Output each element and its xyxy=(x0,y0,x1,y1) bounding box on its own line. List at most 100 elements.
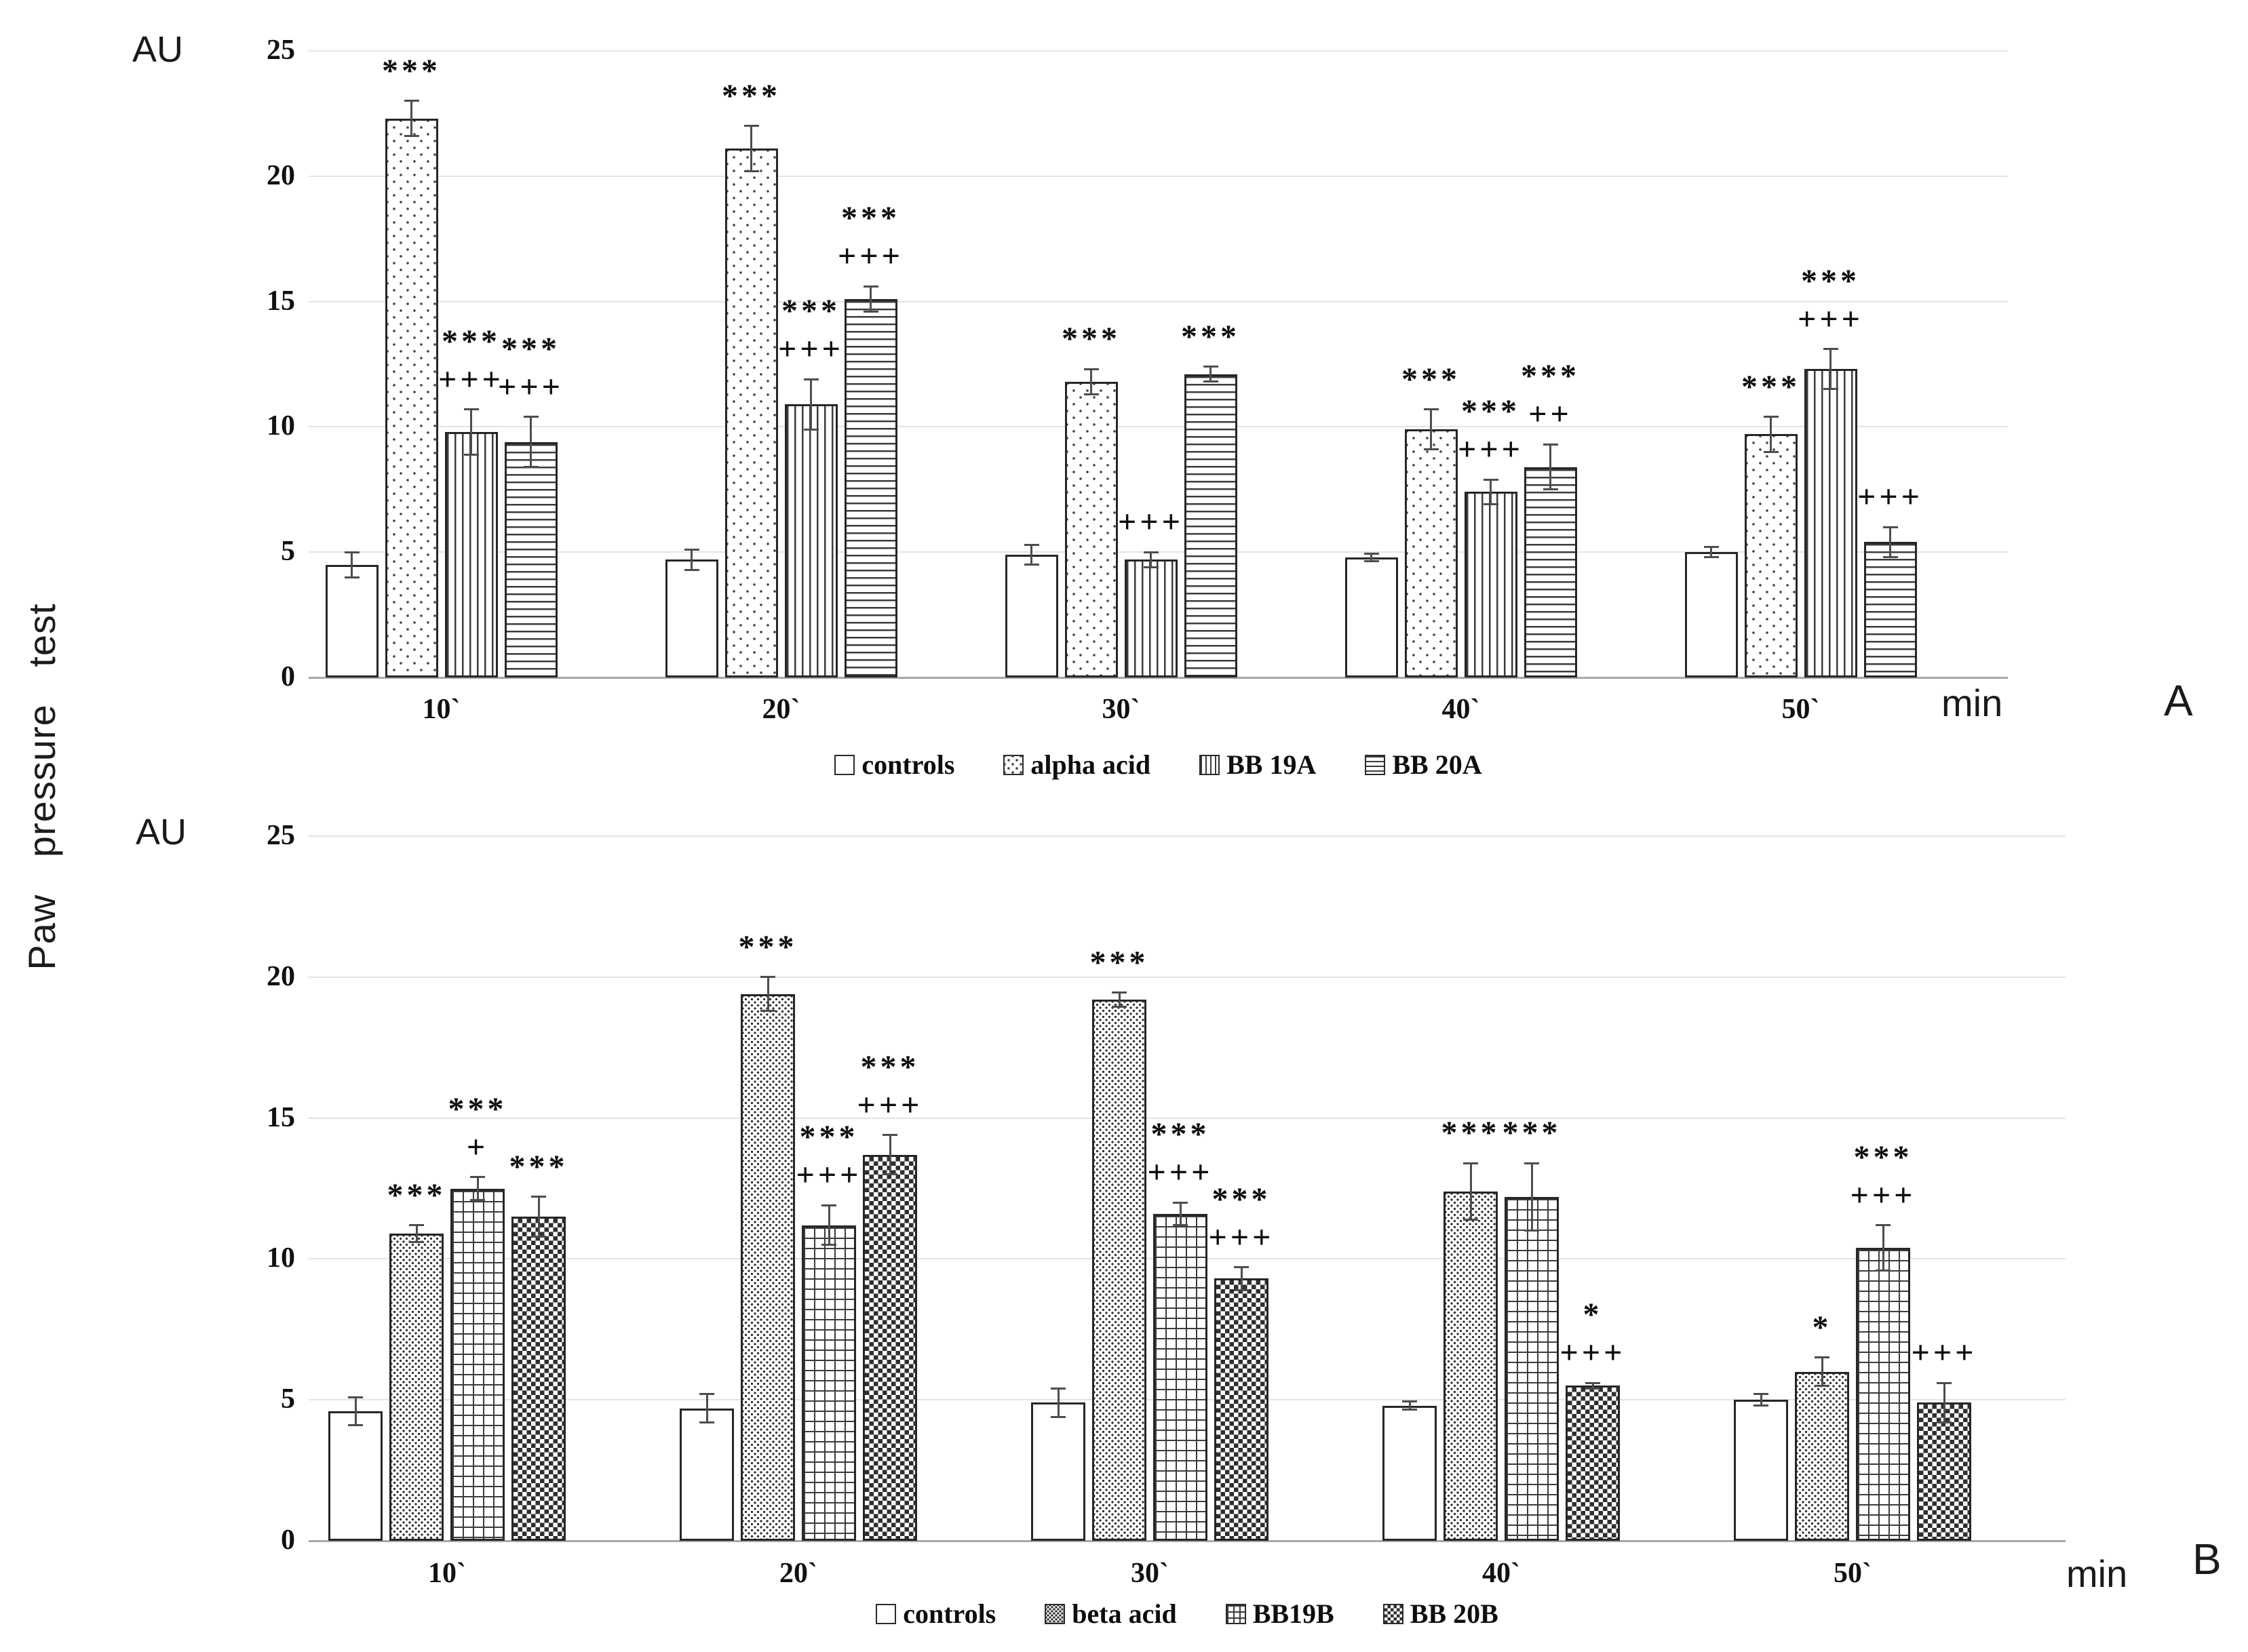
bar-alpha-acid-50 xyxy=(1744,434,1798,677)
significance-annotation-bb-20b-40: * +++ xyxy=(1559,1297,1626,1371)
y-axis-unit-label-a: AU xyxy=(132,29,184,70)
significance-annotation-bb-20a-10: *** +++ xyxy=(497,330,564,405)
error-bar-bb19b-40 xyxy=(1530,1163,1533,1231)
bar-bb-20a-30 xyxy=(1184,374,1237,677)
x-axis-baseline-0au xyxy=(309,1540,2066,1542)
error-bar-alpha-acid-20 xyxy=(750,125,752,172)
legend-label-beta-acid: beta acid xyxy=(1072,1598,1177,1629)
error-bar-controls-20 xyxy=(691,549,693,570)
error-cap-bottom xyxy=(1463,1218,1478,1221)
bar-bb-19a-10 xyxy=(444,431,498,677)
y-tick-label-5: 5 xyxy=(281,536,295,568)
error-cap-bottom xyxy=(1763,450,1779,453)
error-cap-bottom xyxy=(1815,1384,1829,1387)
error-bar-bb-20a-30 xyxy=(1209,366,1212,382)
error-cap-bottom xyxy=(1483,503,1498,506)
x-tick-label-20: 20` xyxy=(762,694,800,725)
legend-swatch-alpha-acid xyxy=(1003,754,1024,775)
error-cap-top xyxy=(1585,1381,1600,1384)
error-cap-top xyxy=(699,1393,714,1396)
y-tick-label-0: 0 xyxy=(281,661,295,692)
significance-annotation-bb19b-50: *** +++ xyxy=(1850,1139,1916,1213)
error-bar-bb-20a-40 xyxy=(1549,444,1551,490)
error-bar-bb19b-10 xyxy=(476,1177,479,1200)
x-tick-label-40: 40` xyxy=(1482,1558,1520,1589)
error-cap-top xyxy=(1463,1162,1478,1164)
error-cap-top xyxy=(1173,1201,1188,1204)
bar-controls-50 xyxy=(1734,1400,1788,1541)
error-cap-bottom xyxy=(1753,1404,1768,1407)
error-cap-bottom xyxy=(803,428,819,431)
error-cap-bottom xyxy=(1083,393,1099,395)
error-cap-bottom xyxy=(463,453,479,456)
bar-controls-40 xyxy=(1344,557,1398,677)
significance-annotation-bb-20a-50: +++ xyxy=(1857,479,1924,515)
legend-item-alpha-acid: alpha acid xyxy=(1003,749,1150,781)
bar-bb-20a-40 xyxy=(1524,467,1577,677)
y-tick-label-10: 10 xyxy=(267,410,295,442)
bar-alpha-acid-20 xyxy=(724,149,778,677)
error-cap-bottom xyxy=(1524,1230,1539,1232)
legend-swatch-bb-20b xyxy=(1382,1603,1403,1624)
error-bar-controls-30 xyxy=(1030,545,1032,565)
significance-annotation-bb-20a-40: *** ++ xyxy=(1521,358,1580,433)
bar-beta-acid-10 xyxy=(389,1233,444,1541)
error-cap-bottom xyxy=(1543,488,1558,491)
legend-item-beta-acid: beta acid xyxy=(1045,1598,1177,1630)
error-cap-bottom xyxy=(1024,564,1039,566)
error-cap-top xyxy=(1051,1388,1066,1390)
bar-controls-10 xyxy=(325,564,379,677)
bar-controls-20 xyxy=(665,559,718,677)
bar-bb-20b-10 xyxy=(511,1217,566,1541)
bar-bb19b-20 xyxy=(802,1225,856,1541)
bar-controls-10 xyxy=(328,1411,383,1541)
bar-bb19b-30 xyxy=(1153,1213,1207,1541)
error-cap-top xyxy=(1483,478,1498,481)
bar-beta-acid-30 xyxy=(1092,1000,1146,1541)
bar-controls-50 xyxy=(1684,552,1738,677)
x-tick-label-10: 10` xyxy=(422,694,461,725)
gridline-25au xyxy=(309,50,2008,52)
error-cap-top xyxy=(1363,552,1379,555)
x-tick-label-30: 30` xyxy=(1102,694,1140,725)
error-cap-top xyxy=(1543,443,1558,446)
x-tick-label-50: 50` xyxy=(1781,694,1820,725)
gridline-20au xyxy=(309,175,2008,177)
error-bar-bb-20b-40 xyxy=(1591,1383,1594,1389)
error-cap-bottom xyxy=(1882,556,1898,559)
panel-letter-b: B xyxy=(2192,1535,2222,1584)
legend-item-bb-19a: BB 19A xyxy=(1199,749,1316,781)
significance-annotation-bb-19a-10: *** +++ xyxy=(438,323,505,397)
bar-alpha-acid-40 xyxy=(1404,429,1458,677)
error-bar-bb-20b-10 xyxy=(537,1196,540,1237)
significance-annotation-bb-20a-20: *** +++ xyxy=(837,200,904,275)
significance-annotation-bb-19a-50: *** +++ xyxy=(1797,262,1864,337)
error-bar-controls-50 xyxy=(1710,547,1712,557)
error-bar-beta-acid-30 xyxy=(1118,992,1121,1007)
error-cap-bottom xyxy=(821,1244,836,1246)
x-tick-label-10: 10` xyxy=(428,1558,466,1589)
y-tick-label-25: 25 xyxy=(267,35,295,66)
legend-label-bb-20b: BB 20B xyxy=(1410,1598,1498,1629)
error-cap-top xyxy=(1143,551,1159,553)
significance-annotation-bb19b-10: *** + xyxy=(448,1090,507,1165)
error-cap-bottom xyxy=(863,310,878,313)
error-bar-bb-19a-50 xyxy=(1829,349,1832,389)
significance-annotation-alpha-acid-30: *** xyxy=(1062,321,1121,357)
legend-item-bb19b: BB19B xyxy=(1225,1598,1334,1630)
bar-bb-20b-40 xyxy=(1566,1385,1620,1541)
error-cap-bottom xyxy=(523,466,539,469)
significance-annotation-alpha-acid-10: *** xyxy=(382,52,441,89)
error-cap-bottom xyxy=(344,576,360,578)
error-bar-bb-19a-40 xyxy=(1490,479,1492,505)
legend-label-alpha-acid: alpha acid xyxy=(1030,749,1151,780)
error-cap-top xyxy=(1203,366,1218,368)
bar-bb-20b-20 xyxy=(863,1154,917,1541)
error-bar-bb19b-30 xyxy=(1179,1202,1182,1225)
legend-a: controls alpha acid BB 19A BB 20A xyxy=(309,749,2008,781)
error-bar-beta-acid-20 xyxy=(767,977,769,1011)
error-cap-top xyxy=(463,408,479,411)
